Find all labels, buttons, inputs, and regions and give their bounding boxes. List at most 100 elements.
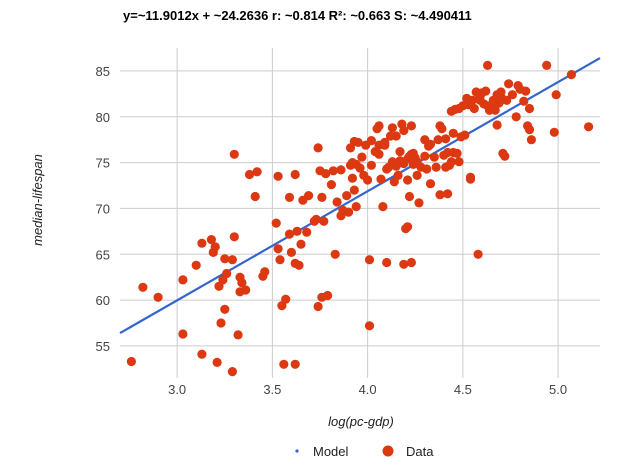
data-point <box>363 175 373 185</box>
data-point <box>271 218 281 228</box>
data-point <box>446 157 456 167</box>
data-point <box>281 294 291 304</box>
data-point <box>519 96 529 106</box>
data-point <box>429 152 439 162</box>
y-tick-label: 60 <box>96 293 110 308</box>
legend-data-label: Data <box>406 444 434 459</box>
data-point <box>404 191 415 202</box>
data-point <box>336 165 346 175</box>
data-point <box>399 125 409 136</box>
x-tick-label: 3.5 <box>263 382 281 397</box>
y-tick-label: 55 <box>96 339 110 354</box>
data-point <box>374 149 384 159</box>
x-axis-title: log(pc-gdp) <box>328 414 394 429</box>
data-point <box>222 268 232 279</box>
data-point <box>323 290 333 301</box>
data-point <box>448 128 458 138</box>
data-point <box>507 90 517 100</box>
data-point <box>330 249 340 259</box>
data-point <box>504 79 514 89</box>
data-point <box>260 267 270 277</box>
data-point <box>191 260 201 270</box>
data-point <box>220 304 230 314</box>
data-point <box>443 189 453 199</box>
data-point <box>403 222 413 232</box>
data-point <box>460 130 470 140</box>
data-point <box>313 143 323 153</box>
data-point <box>526 135 537 145</box>
data-point <box>237 278 247 288</box>
data-point <box>206 235 216 245</box>
data-point <box>366 136 376 146</box>
data-point <box>328 166 338 176</box>
data-point <box>492 120 502 130</box>
data-point <box>524 125 535 135</box>
data-point <box>210 242 220 252</box>
x-tick-label: 3.0 <box>168 382 186 397</box>
data-point <box>357 152 367 162</box>
y-axis-ticks: 55 60 65 70 75 80 85 <box>96 64 110 354</box>
data-point <box>469 103 479 114</box>
data-point <box>551 90 561 100</box>
data-point <box>452 148 462 158</box>
y-tick-label: 85 <box>96 64 110 79</box>
data-point <box>286 247 296 257</box>
data-point <box>395 147 405 157</box>
data-point <box>467 95 477 105</box>
y-tick-label: 80 <box>96 110 110 125</box>
data-point <box>279 359 289 369</box>
data-point <box>431 162 441 172</box>
data-point <box>403 175 413 185</box>
data-point <box>273 244 283 254</box>
data-point <box>304 191 314 201</box>
data-point <box>349 185 359 195</box>
data-point <box>364 255 375 265</box>
data-point <box>399 259 409 269</box>
data-point <box>216 318 226 328</box>
data-point <box>178 329 188 339</box>
data-point <box>138 282 148 292</box>
data-point <box>364 321 375 331</box>
data-point <box>250 191 260 202</box>
data-point <box>241 285 251 295</box>
data-point <box>273 171 283 181</box>
data-point <box>311 214 321 224</box>
data-point <box>502 95 512 105</box>
data-point <box>290 359 300 369</box>
y-tick-label: 75 <box>96 156 110 171</box>
data-point <box>566 70 577 80</box>
data-point <box>153 292 163 302</box>
y-axis-title: median-lifespan <box>30 154 45 246</box>
data-point <box>317 192 327 202</box>
data-point <box>294 260 304 270</box>
data-point <box>296 239 306 249</box>
data-point <box>422 164 432 174</box>
data-point <box>284 229 295 239</box>
x-axis-ticks: 3.0 3.5 4.0 4.5 5.0 <box>168 382 567 397</box>
data-point <box>524 103 535 114</box>
data-point <box>353 137 363 147</box>
data-point <box>344 207 354 217</box>
data-point <box>178 275 188 285</box>
data-point <box>387 123 397 133</box>
data-point <box>342 191 352 201</box>
data-point <box>229 149 239 159</box>
data-point <box>378 202 388 212</box>
data-point <box>433 135 443 145</box>
regression-stats-title: y=~11.9012x + ~24.2636 r: ~0.814 R²: ~0.… <box>123 8 472 23</box>
x-tick-label: 5.0 <box>549 382 567 397</box>
data-point <box>376 174 386 184</box>
data-point <box>393 170 403 180</box>
data-point <box>302 227 312 237</box>
y-tick-label: 70 <box>96 201 110 216</box>
data-point <box>483 60 493 70</box>
data-point <box>412 170 422 180</box>
data-point <box>496 87 506 97</box>
data-point <box>425 139 436 149</box>
data-point <box>382 257 392 268</box>
data-point <box>229 232 239 242</box>
data-point <box>454 157 464 167</box>
data-point <box>355 163 365 173</box>
data-point <box>292 226 302 236</box>
